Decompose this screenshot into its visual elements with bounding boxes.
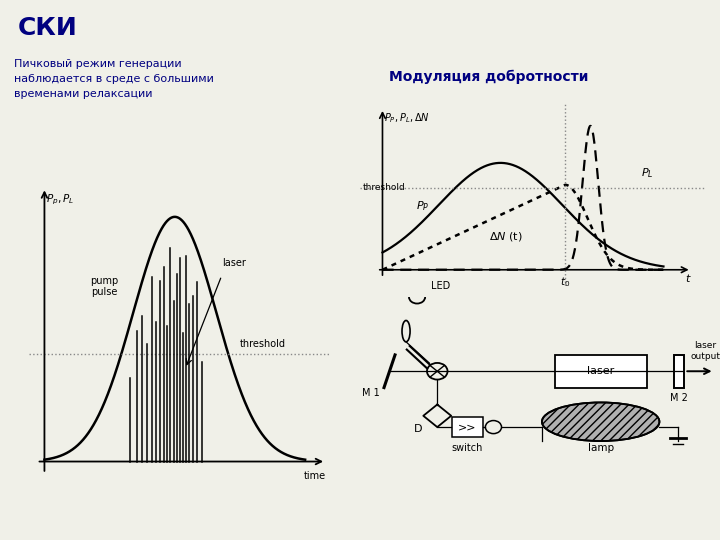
Text: M 1: M 1	[362, 388, 379, 399]
Text: $t$: $t$	[685, 272, 691, 284]
Text: time: time	[304, 471, 326, 481]
Text: Модуляция добротности: Модуляция добротности	[389, 70, 588, 84]
Bar	[452, 417, 483, 437]
Text: lamp: lamp	[588, 443, 613, 454]
Text: $P_P, P_L, \Delta N$: $P_P, P_L, \Delta N$	[384, 111, 430, 125]
Ellipse shape	[542, 402, 660, 441]
Text: >>: >>	[458, 422, 477, 432]
Text: $\Delta N$ (t): $\Delta N$ (t)	[490, 230, 523, 243]
Bar	[554, 355, 647, 388]
Text: D: D	[413, 424, 422, 434]
Text: $P_p, P_L$: $P_p, P_L$	[46, 192, 74, 207]
Text: СКИ: СКИ	[18, 16, 78, 40]
Text: Пичковый режим генерации
наблюдается в среде с большими
временами релаксации: Пичковый режим генерации наблюдается в с…	[14, 59, 215, 99]
Text: $P_P$: $P_P$	[416, 199, 430, 213]
Text: laser: laser	[587, 366, 614, 376]
Text: $t_0$: $t_0$	[560, 275, 570, 288]
Text: pump
pulse: pump pulse	[90, 275, 119, 297]
Text: $P_L$: $P_L$	[641, 166, 654, 180]
Text: M 2: M 2	[670, 393, 688, 403]
Text: laser
output: laser output	[690, 341, 720, 361]
Text: threshold: threshold	[363, 183, 405, 192]
Text: switch: switch	[451, 443, 483, 453]
Text: laser: laser	[222, 258, 246, 268]
Bar	[674, 355, 685, 388]
Text: threshold: threshold	[240, 339, 286, 348]
Text: LED: LED	[431, 281, 450, 291]
